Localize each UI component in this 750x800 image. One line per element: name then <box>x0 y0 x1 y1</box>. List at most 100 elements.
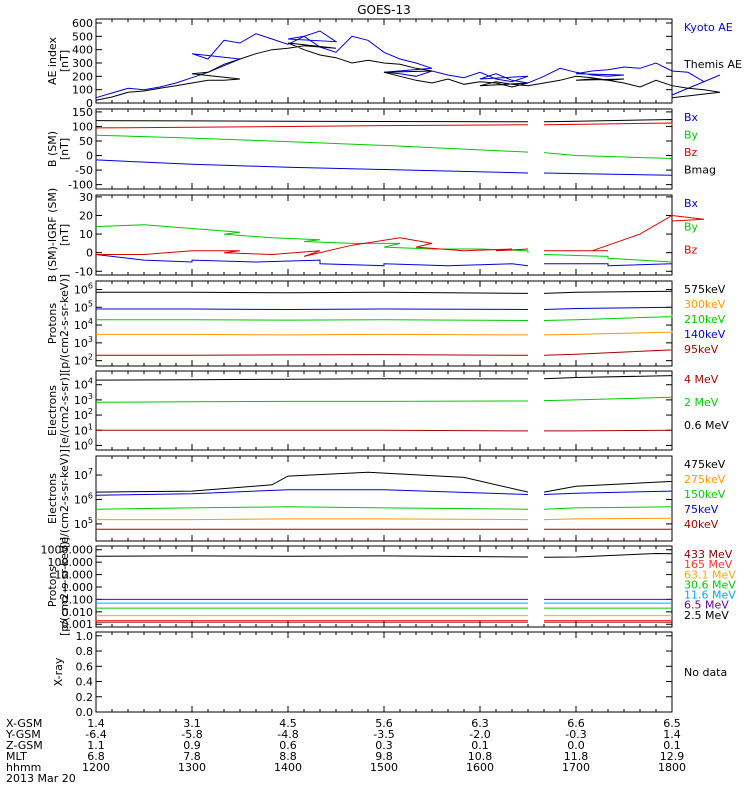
y-tick-label: 105 <box>74 299 93 314</box>
y-tick-label: 0.2 <box>76 691 94 704</box>
y-tick-label: 102 <box>74 353 93 368</box>
x-axis-row-label: Z-GSM <box>6 739 43 752</box>
series-line-electrons-mev-0.6-MeV <box>543 375 673 380</box>
y-tick-label: 1.000 <box>62 581 94 594</box>
y-axis-title: [p/(cm2-s-sr-keV)] <box>58 274 71 373</box>
x-axis-value: 12.9 <box>660 750 685 763</box>
series-line-bsm-Bx <box>95 159 529 174</box>
series-line-protons-mev-210keV <box>543 315 673 321</box>
y-tick-label: 20 <box>79 209 93 222</box>
series-line-electrons-mev-2-MeV <box>95 400 529 403</box>
series-line-protons-mev-140keV <box>96 308 529 311</box>
y-tick-label: 30 <box>79 191 93 204</box>
y-tick-label: 0.0 <box>76 706 94 719</box>
series-line-electrons-kev-475keV <box>95 471 529 493</box>
y-tick-label: 0.010 <box>62 606 94 619</box>
series-line-electrons-kev-75keV <box>95 489 529 496</box>
series-line-protons-kev-2.5-MeV <box>95 555 529 558</box>
x-axis-value: 3.1 <box>183 717 201 730</box>
y-axis-title: X-ray <box>52 657 65 686</box>
panel-frame <box>95 280 673 367</box>
x-axis-value: 0.3 <box>375 739 393 752</box>
panel-protons-mev: 102 103 104 105 106 Protons [p/(cm2-s-sr-keV)]… <box>46 274 726 373</box>
y-tick-label: 0.8 <box>76 645 94 658</box>
date-label: 2013 Mar 20 <box>6 772 76 785</box>
series-line-protons-mev-140keV <box>543 306 673 310</box>
legend-protons-mev-140keV: 140keV <box>684 328 726 341</box>
series-line-electrons-kev-150keV <box>95 506 529 510</box>
y-tick-label: 102 <box>74 407 93 422</box>
x-axis-value: 1.4 <box>663 728 681 741</box>
x-axis-value: 1500 <box>370 761 398 774</box>
series-line-bsm-Bz <box>543 122 673 126</box>
y-tick-label: 103 <box>74 335 93 350</box>
y-axis-title: [nT] <box>58 224 71 246</box>
series-line-electrons-mev-2-MeV <box>543 396 673 402</box>
legend-electrons-kev-475keV: 475keV <box>684 458 726 471</box>
y-tick-label: 106 <box>74 281 93 296</box>
y-axis-title: Protons <box>46 303 59 344</box>
y-axis-title: [p/(cm2-s-sr-keV)] <box>58 537 71 636</box>
legend-protons-mev-575keV: 575keV <box>684 283 726 296</box>
legend-electrons-kev-40keV: 40keV <box>684 518 719 531</box>
y-tick-label: 0.001 <box>62 618 94 631</box>
x-axis-value: 5.6 <box>375 717 393 730</box>
y-tick-label: -100 <box>68 179 93 192</box>
x-axis-value: 11.8 <box>564 750 589 763</box>
panel-frame <box>95 370 673 451</box>
y-axis-title: B (SM)-IGRF (SM) <box>46 188 59 282</box>
series-line-protons-mev-300keV <box>543 331 673 336</box>
x-axis-value: -2.0 <box>469 728 490 741</box>
y-tick-label: 107 <box>74 467 93 482</box>
y-tick-label: 0 <box>86 247 93 260</box>
y-tick-label: 400 <box>72 44 93 57</box>
series-line-bsm-Bx <box>543 172 673 176</box>
series-line-electrons-mev-4-MeV <box>96 429 529 432</box>
y-tick-label: -50 <box>75 164 93 177</box>
panel-bdiff: -10 0 10 20 30 B (SM)-IGRF (SM) [nT] Bx By Bz <box>46 188 705 282</box>
x-axis-row-label: X-GSM <box>6 717 42 730</box>
x-axis-value: 1.1 <box>87 739 105 752</box>
x-axis-value: 9.8 <box>375 750 393 763</box>
series-line-ae-Themis-AE <box>95 42 721 101</box>
x-axis-value: 1700 <box>562 761 590 774</box>
y-tick-label: 104 <box>74 377 93 392</box>
series-line-protons-mev-210keV <box>96 319 529 321</box>
legend-electrons-kev-275keV: 275keV <box>684 473 726 486</box>
y-tick-label: 600 <box>72 17 93 30</box>
x-axis-table: X-GSM 1.4 3.1 4.5 5.6 6.3 6.6 6.5 Y-GSM -6.4 -5.8 -… <box>5 717 686 785</box>
y-tick-label: 50 <box>79 135 93 148</box>
series-line-protons-mev-95keV <box>96 354 529 356</box>
plot-title: GOES-13 <box>357 3 411 17</box>
legend-electrons-kev-75keV: 75keV <box>684 503 719 516</box>
y-tick-label: 100 <box>72 120 93 133</box>
series-line-bsm-Bmag <box>95 120 529 123</box>
series-line-bdiff-By <box>543 254 673 263</box>
y-tick-label: 105 <box>74 516 93 531</box>
series-line-bdiff-Bx <box>544 263 673 267</box>
series-line-bdiff-Bz <box>544 214 705 252</box>
panel-frame <box>95 455 673 542</box>
legend-protons-kev-433-MeV: 433 MeV <box>684 548 733 561</box>
legend-ae-Themis-AE: Themis AE <box>683 58 742 71</box>
legend-protons-kev-6.5-MeV: 6.5 MeV <box>684 599 729 612</box>
x-axis-value: -0.3 <box>565 728 586 741</box>
y-tick-label: 0.100 <box>62 593 94 606</box>
y-tick-label: -10 <box>75 265 93 278</box>
x-axis-value: 1300 <box>178 761 206 774</box>
y-axis-title: B (SM) <box>46 131 59 167</box>
y-tick-label: 0.4 <box>76 676 94 689</box>
panel-frame <box>95 631 673 713</box>
series-line-bsm-By <box>543 152 673 159</box>
y-tick-label: 150 <box>72 106 93 119</box>
x-axis-value: 0.1 <box>471 739 489 752</box>
series-line-electrons-kev-275keV <box>543 517 673 521</box>
panel-frame <box>95 194 673 276</box>
x-axis-value: 6.3 <box>471 717 489 730</box>
x-axis-value: 1800 <box>658 761 686 774</box>
x-axis-row-label: MLT <box>6 750 27 763</box>
legend-protons-mev-95keV: 95keV <box>684 343 719 356</box>
